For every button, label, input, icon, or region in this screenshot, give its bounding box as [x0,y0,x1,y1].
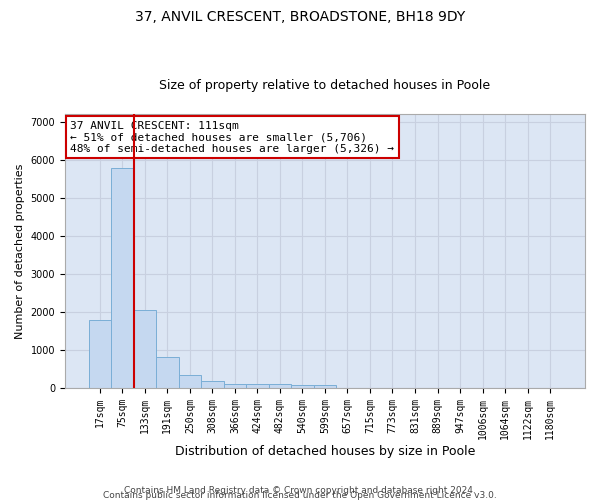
Bar [134,310,156,388]
Y-axis label: Number of detached properties: Number of detached properties [15,164,25,338]
Bar [246,384,269,388]
Text: 37 ANVIL CRESCENT: 111sqm
← 51% of detached houses are smaller (5,706)
48% of se: 37 ANVIL CRESCENT: 111sqm ← 51% of detac… [70,121,394,154]
Bar [111,168,134,388]
Bar [89,320,111,388]
Title: Size of property relative to detached houses in Poole: Size of property relative to detached ho… [160,79,491,92]
Bar [269,384,291,388]
Bar [224,384,246,388]
X-axis label: Distribution of detached houses by size in Poole: Distribution of detached houses by size … [175,444,475,458]
Bar [179,375,201,388]
Text: 37, ANVIL CRESCENT, BROADSTONE, BH18 9DY: 37, ANVIL CRESCENT, BROADSTONE, BH18 9DY [135,10,465,24]
Bar [291,384,314,388]
Text: Contains HM Land Registry data © Crown copyright and database right 2024.: Contains HM Land Registry data © Crown c… [124,486,476,495]
Bar [314,385,336,388]
Bar [156,357,179,388]
Bar [201,380,224,388]
Text: Contains public sector information licensed under the Open Government Licence v3: Contains public sector information licen… [103,491,497,500]
